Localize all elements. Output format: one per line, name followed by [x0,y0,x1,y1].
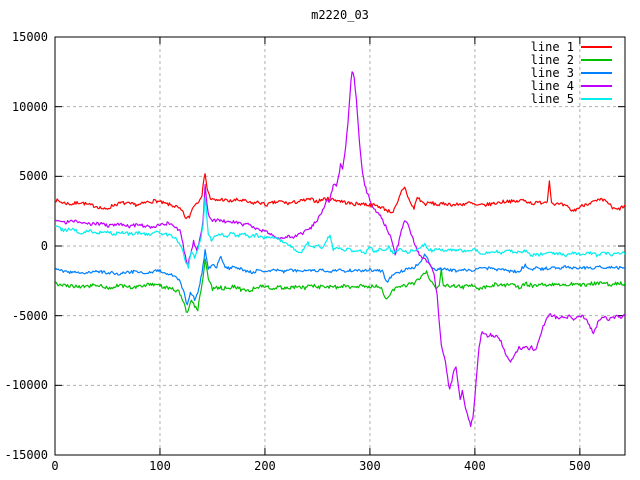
legend-label: line 5 [530,91,574,106]
legend-label: line 3 [530,65,574,80]
y-tick-label: 0 [40,239,48,253]
legend-row: line 2 [530,52,612,67]
legend-label: line 2 [530,52,574,67]
series-line-4 [55,71,625,428]
series-line-5 [55,197,625,269]
y-tick-label: 10000 [11,99,48,114]
legend-line-sample [581,71,612,74]
legend-row: line 1 [530,39,612,54]
legend-line-sample [581,45,612,48]
x-tick-label: 200 [254,459,276,473]
series-line-1 [55,173,625,220]
legend: line 1 line 2 line 3 line 4 line 5 [530,39,612,106]
y-tick-label: -5000 [11,308,48,323]
y-tick-label: -10000 [4,378,48,393]
series-line-2 [55,258,625,313]
legend-label: line 4 [530,78,574,93]
y-tick-label: 5000 [19,169,48,184]
y-tick-label: 15000 [11,30,48,44]
y-tick-label: -15000 [4,448,48,462]
x-tick-label: 100 [149,459,171,473]
legend-line-sample [581,84,612,87]
legend-row: line 3 [530,65,612,80]
x-tick-label: 300 [359,459,381,473]
plot-border [54,36,626,456]
series-line-3 [55,248,625,306]
x-tick-label: 0 [51,459,59,473]
legend-row: line 5 [530,91,612,106]
x-tick-label: 400 [464,459,486,473]
x-tick-label: 500 [569,459,591,473]
legend-line-sample [581,58,612,61]
legend-line-sample [581,97,612,100]
chart-title: m2220_03 [311,8,369,22]
legend-row: line 4 [530,78,612,93]
legend-label: line 1 [530,39,574,54]
